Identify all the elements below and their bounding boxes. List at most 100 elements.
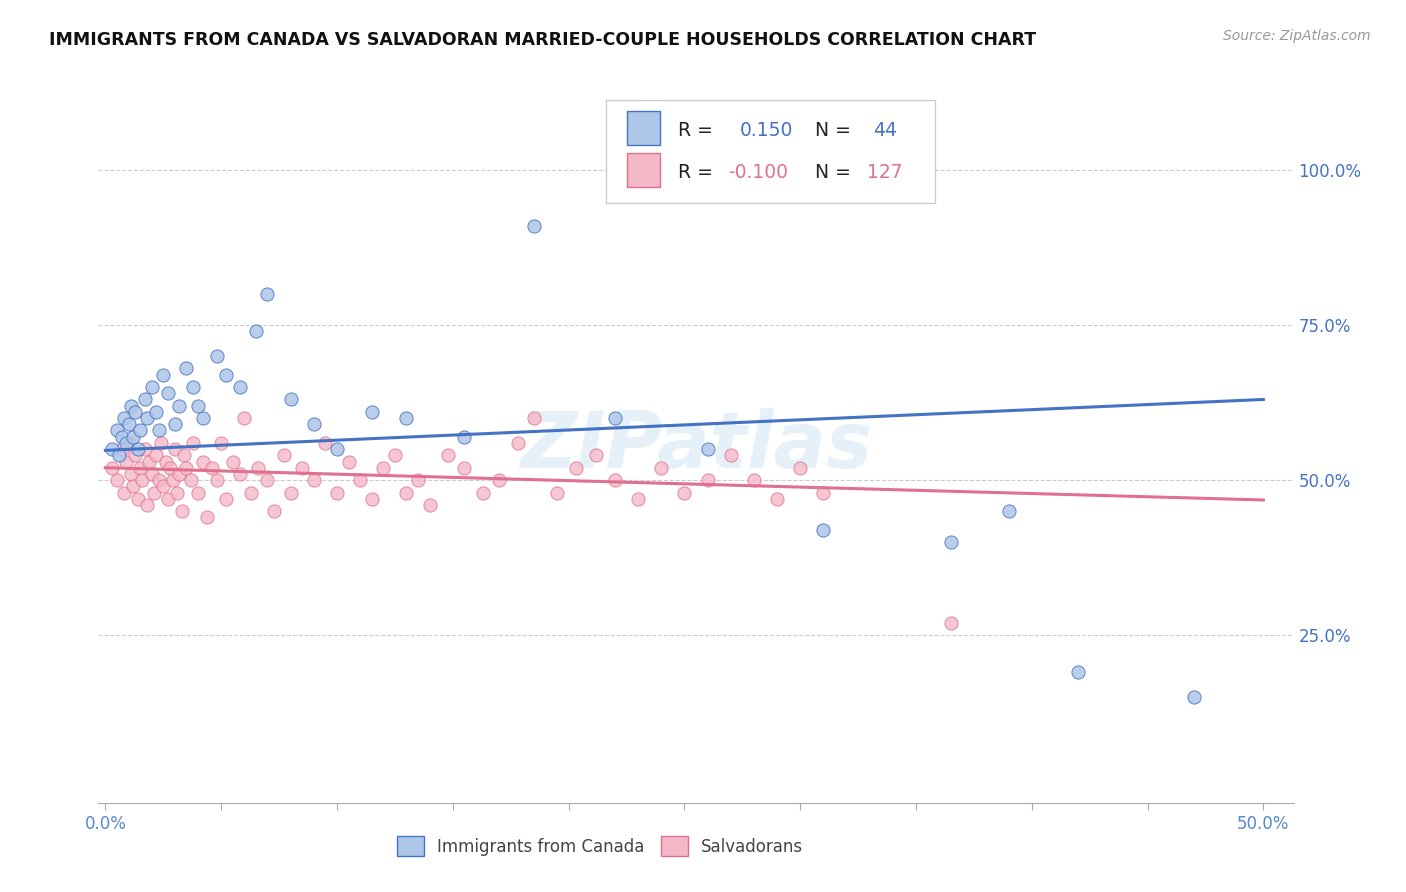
- Point: [256, 287, 278, 301]
- Point: [997, 504, 1019, 518]
- Point: [136, 498, 159, 512]
- Point: [585, 448, 607, 462]
- Point: [302, 417, 325, 432]
- Point: [136, 411, 159, 425]
- Point: [124, 405, 146, 419]
- Legend: Immigrants from Canada, Salvadorans: Immigrants from Canada, Salvadorans: [391, 830, 810, 863]
- Text: ZIPatlas: ZIPatlas: [520, 408, 872, 484]
- Point: [453, 460, 475, 475]
- Text: 0.150: 0.150: [740, 121, 793, 140]
- Point: [101, 460, 124, 475]
- Point: [115, 436, 138, 450]
- Point: [145, 405, 167, 419]
- Bar: [627, 153, 661, 187]
- Text: N =: N =: [815, 163, 852, 182]
- Point: [156, 491, 179, 506]
- Point: [349, 473, 371, 487]
- Point: [191, 411, 214, 425]
- Point: [183, 380, 205, 394]
- Point: [176, 460, 198, 475]
- Text: R =: R =: [678, 163, 713, 182]
- Point: [134, 392, 156, 407]
- Point: [314, 436, 336, 450]
- Point: [506, 436, 529, 450]
- Point: [406, 473, 429, 487]
- Point: [152, 368, 174, 382]
- Point: [122, 479, 145, 493]
- Point: [148, 424, 170, 438]
- Point: [201, 460, 224, 475]
- Point: [384, 448, 406, 462]
- Point: [326, 485, 349, 500]
- Point: [360, 491, 382, 506]
- Point: [627, 491, 650, 506]
- FancyBboxPatch shape: [606, 100, 935, 203]
- Point: [138, 454, 160, 468]
- Point: [523, 411, 546, 425]
- Point: [131, 473, 153, 487]
- Point: [163, 417, 186, 432]
- Point: [453, 430, 475, 444]
- Point: [169, 467, 191, 481]
- Text: IMMIGRANTS FROM CANADA VS SALVADORAN MARRIED-COUPLE HOUSEHOLDS CORRELATION CHART: IMMIGRANTS FROM CANADA VS SALVADORAN MAR…: [49, 31, 1036, 49]
- Point: [742, 473, 765, 487]
- Point: [127, 442, 149, 456]
- Point: [122, 430, 145, 444]
- Point: [183, 436, 205, 450]
- Point: [187, 399, 209, 413]
- Point: [105, 473, 128, 487]
- Point: [488, 473, 510, 487]
- Point: [437, 448, 460, 462]
- Point: [233, 411, 256, 425]
- Point: [546, 485, 568, 500]
- Point: [1182, 690, 1205, 705]
- Point: [112, 485, 135, 500]
- Point: [939, 535, 962, 549]
- Point: [129, 460, 152, 475]
- Bar: [627, 111, 661, 145]
- Point: [141, 467, 163, 481]
- Point: [134, 442, 156, 456]
- Point: [471, 485, 494, 500]
- Point: [195, 510, 218, 524]
- Text: Source: ZipAtlas.com: Source: ZipAtlas.com: [1223, 29, 1371, 43]
- Point: [650, 460, 672, 475]
- Point: [129, 424, 152, 438]
- Point: [419, 498, 441, 512]
- Point: [187, 485, 209, 500]
- Point: [789, 460, 811, 475]
- Point: [696, 442, 718, 456]
- Point: [163, 442, 186, 456]
- Point: [263, 504, 285, 518]
- Point: [280, 485, 302, 500]
- Point: [209, 436, 232, 450]
- Point: [360, 405, 382, 419]
- Point: [170, 504, 193, 518]
- Point: [326, 442, 349, 456]
- Point: [105, 424, 128, 438]
- Point: [222, 454, 245, 468]
- Text: N =: N =: [815, 121, 852, 140]
- Point: [395, 485, 418, 500]
- Point: [176, 361, 198, 376]
- Point: [115, 454, 138, 468]
- Point: [120, 399, 142, 413]
- Point: [180, 473, 202, 487]
- Text: 127: 127: [868, 163, 903, 182]
- Point: [564, 460, 586, 475]
- Point: [205, 473, 228, 487]
- Point: [156, 386, 179, 401]
- Point: [155, 454, 177, 468]
- Point: [240, 485, 263, 500]
- Text: 44: 44: [873, 121, 897, 140]
- Point: [215, 368, 238, 382]
- Point: [110, 430, 132, 444]
- Point: [166, 485, 188, 500]
- Point: [373, 460, 395, 475]
- Point: [117, 436, 139, 450]
- Point: [337, 454, 360, 468]
- Point: [112, 411, 135, 425]
- Point: [673, 485, 696, 500]
- Point: [205, 349, 228, 363]
- Point: [117, 417, 139, 432]
